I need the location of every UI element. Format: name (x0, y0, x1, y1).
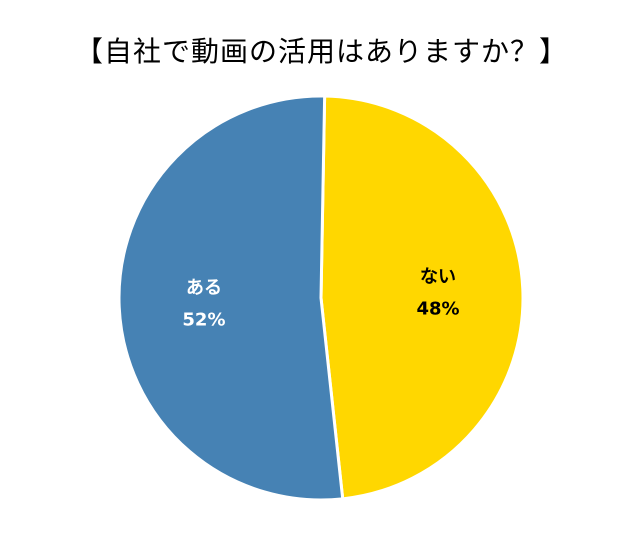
pie-slice-value-1: 52% (182, 309, 225, 330)
pie-slices (117, 94, 525, 502)
pie-slice-label-1: ある (186, 277, 222, 298)
pie-slice-value-0: 48% (416, 299, 459, 320)
pie-slice-0 (319, 94, 525, 501)
chart-title: 【自社で動画の活用はありますか？】 (74, 35, 568, 68)
pie-slice-label-0: ない (420, 267, 456, 288)
pie-labels: ない 48% ある 52% (182, 267, 459, 331)
pie-slice-1 (117, 94, 345, 502)
